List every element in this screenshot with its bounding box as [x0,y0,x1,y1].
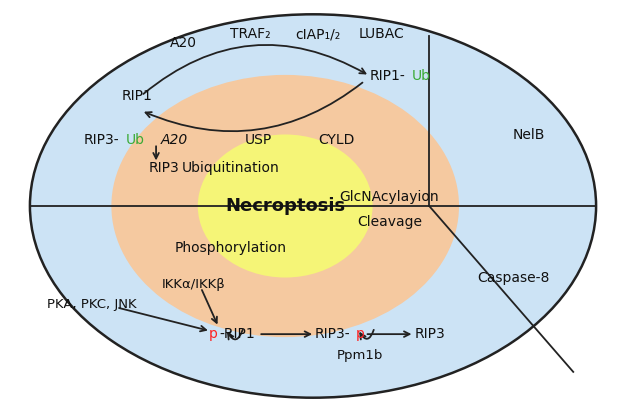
Ellipse shape [198,135,372,278]
Text: Ub: Ub [125,133,144,147]
Text: Ub: Ub [411,69,430,83]
Ellipse shape [112,75,459,337]
Text: NelB: NelB [512,128,545,142]
Text: Phosphorylation: Phosphorylation [174,241,287,255]
Text: A20: A20 [171,36,198,50]
Text: RIP1: RIP1 [121,89,152,103]
Text: PKA, PKC, JNK: PKA, PKC, JNK [46,298,136,311]
Text: GlcNAcylayion: GlcNAcylayion [340,190,440,204]
Text: CYLD: CYLD [319,133,355,147]
Text: -RIP1: -RIP1 [219,327,255,341]
Text: TRAF₂: TRAF₂ [230,27,271,41]
Text: p: p [209,327,218,341]
Text: RIP1-: RIP1- [370,69,406,83]
Text: LUBAC: LUBAC [359,27,404,41]
Ellipse shape [30,14,596,398]
Text: RIP3: RIP3 [414,327,445,341]
Text: IKKα/IKKβ: IKKα/IKKβ [162,278,226,291]
Text: Caspase-8: Caspase-8 [477,271,550,285]
Text: p: p [356,327,364,341]
Text: Necroptosis: Necroptosis [225,197,345,215]
Text: USP: USP [245,133,272,147]
Text: RIP3-: RIP3- [83,133,119,147]
Text: Ppm1b: Ppm1b [337,349,383,363]
Text: RIP3: RIP3 [149,161,180,175]
Text: RIP3-: RIP3- [315,327,350,341]
Text: A20: A20 [161,133,187,147]
Text: Cleavage: Cleavage [357,215,422,229]
Text: Ubiquitination: Ubiquitination [182,161,280,175]
Text: cIAP₁/₂: cIAP₁/₂ [295,27,340,41]
